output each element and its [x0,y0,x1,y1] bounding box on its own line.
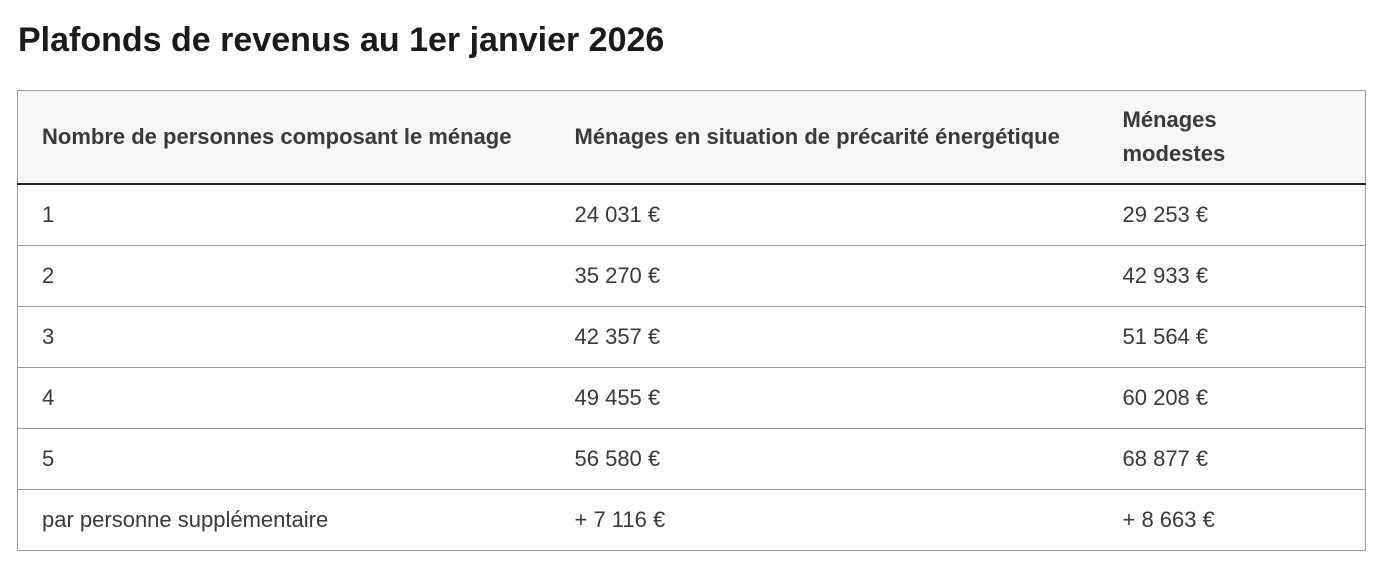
cell-household-size: 2 [17,245,551,307]
cell-household-size: par personne supplémentaire [17,489,551,551]
table-row: 3 42 357 € 51 564 € [17,306,1366,368]
cell-precarite-value: 49 455 € [550,367,1099,429]
cell-precarite-value: + 7 116 € [550,489,1099,551]
table-row: 5 56 580 € 68 877 € [17,428,1366,490]
cell-precarite-value: 35 270 € [550,245,1099,307]
page-title: Plafonds de revenus au 1er janvier 2026 [18,21,665,59]
cell-modestes-value: 29 253 € [1098,184,1366,246]
header-cell-precarite-energetique: Ménages en situation de précarité énergé… [550,90,1099,185]
header-cell-menages-modestes: Ménages modestes [1098,90,1366,185]
cell-precarite-value: 42 357 € [550,306,1099,368]
cell-household-size: 1 [17,184,551,246]
cell-modestes-value: 68 877 € [1098,428,1366,490]
income-ceilings-table: Nombre de personnes composant le ménage … [17,90,1366,551]
cell-household-size: 5 [17,428,551,490]
table-row: par personne supplémentaire + 7 116 € + … [17,489,1366,551]
table-body: 1 24 031 € 29 253 € 2 35 270 € 42 933 € … [17,184,1366,551]
header-cell-household-size: Nombre de personnes composant le ménage [17,90,551,185]
cell-precarite-value: 56 580 € [550,428,1099,490]
cell-modestes-value: 42 933 € [1098,245,1366,307]
table-row: 2 35 270 € 42 933 € [17,245,1366,307]
cell-modestes-value: 51 564 € [1098,306,1366,368]
header-cell-menages-modestes-label: Ménages modestes [1122,107,1226,166]
header-row: Nombre de personnes composant le ménage … [17,90,1366,185]
cell-household-size: 3 [17,306,551,368]
cell-precarite-value: 24 031 € [550,184,1099,246]
table-row: 1 24 031 € 29 253 € [17,184,1366,246]
cell-modestes-value: 60 208 € [1098,367,1366,429]
table-header: Nombre de personnes composant le ménage … [17,90,1366,185]
cell-modestes-value: + 8 663 € [1098,489,1366,551]
cell-household-size: 4 [17,367,551,429]
table-row: 4 49 455 € 60 208 € [17,367,1366,429]
